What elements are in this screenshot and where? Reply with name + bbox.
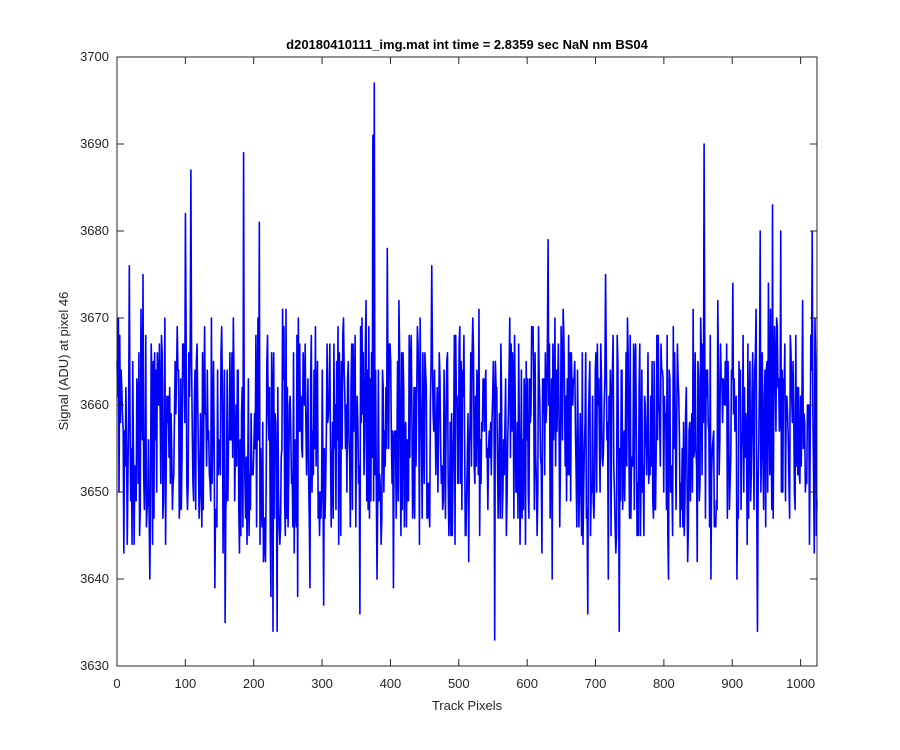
y-tick-label: 3650	[80, 484, 109, 499]
x-tick-label: 400	[380, 676, 402, 691]
y-tick-label: 3660	[80, 397, 109, 412]
x-axis-label: Track Pixels	[432, 698, 503, 713]
x-tick-label: 100	[175, 676, 197, 691]
y-tick-label: 3680	[80, 223, 109, 238]
axes-box	[116, 56, 818, 667]
y-tick-label: 3630	[80, 658, 109, 673]
x-tick-label: 1000	[786, 676, 815, 691]
x-tick-label: 200	[243, 676, 265, 691]
x-tick-label: 800	[653, 676, 675, 691]
y-tick-label: 3670	[80, 310, 109, 325]
x-tick-label: 0	[113, 676, 120, 691]
x-tick-label: 600	[516, 676, 538, 691]
y-axis-label: Signal (ADU) at pixel 46	[56, 292, 71, 431]
y-tick-label: 3640	[80, 571, 109, 586]
x-tick-label: 700	[585, 676, 607, 691]
chart-title: d20180410111_img.mat int time = 2.8359 s…	[286, 37, 648, 52]
x-axis: 0 100 200 300 400 500 600 700 800 900 1000	[113, 57, 815, 691]
x-tick-label: 900	[721, 676, 743, 691]
series-layer	[116, 82, 818, 641]
y-tick-label: 3700	[80, 49, 109, 64]
signal-series-line	[116, 82, 818, 641]
x-tick-label: 300	[311, 676, 333, 691]
y-axis: 3630 3640 3650 3660 3670 3680 3690 3700	[80, 49, 817, 673]
y-tick-label: 3690	[80, 136, 109, 151]
x-tick-label: 500	[448, 676, 470, 691]
